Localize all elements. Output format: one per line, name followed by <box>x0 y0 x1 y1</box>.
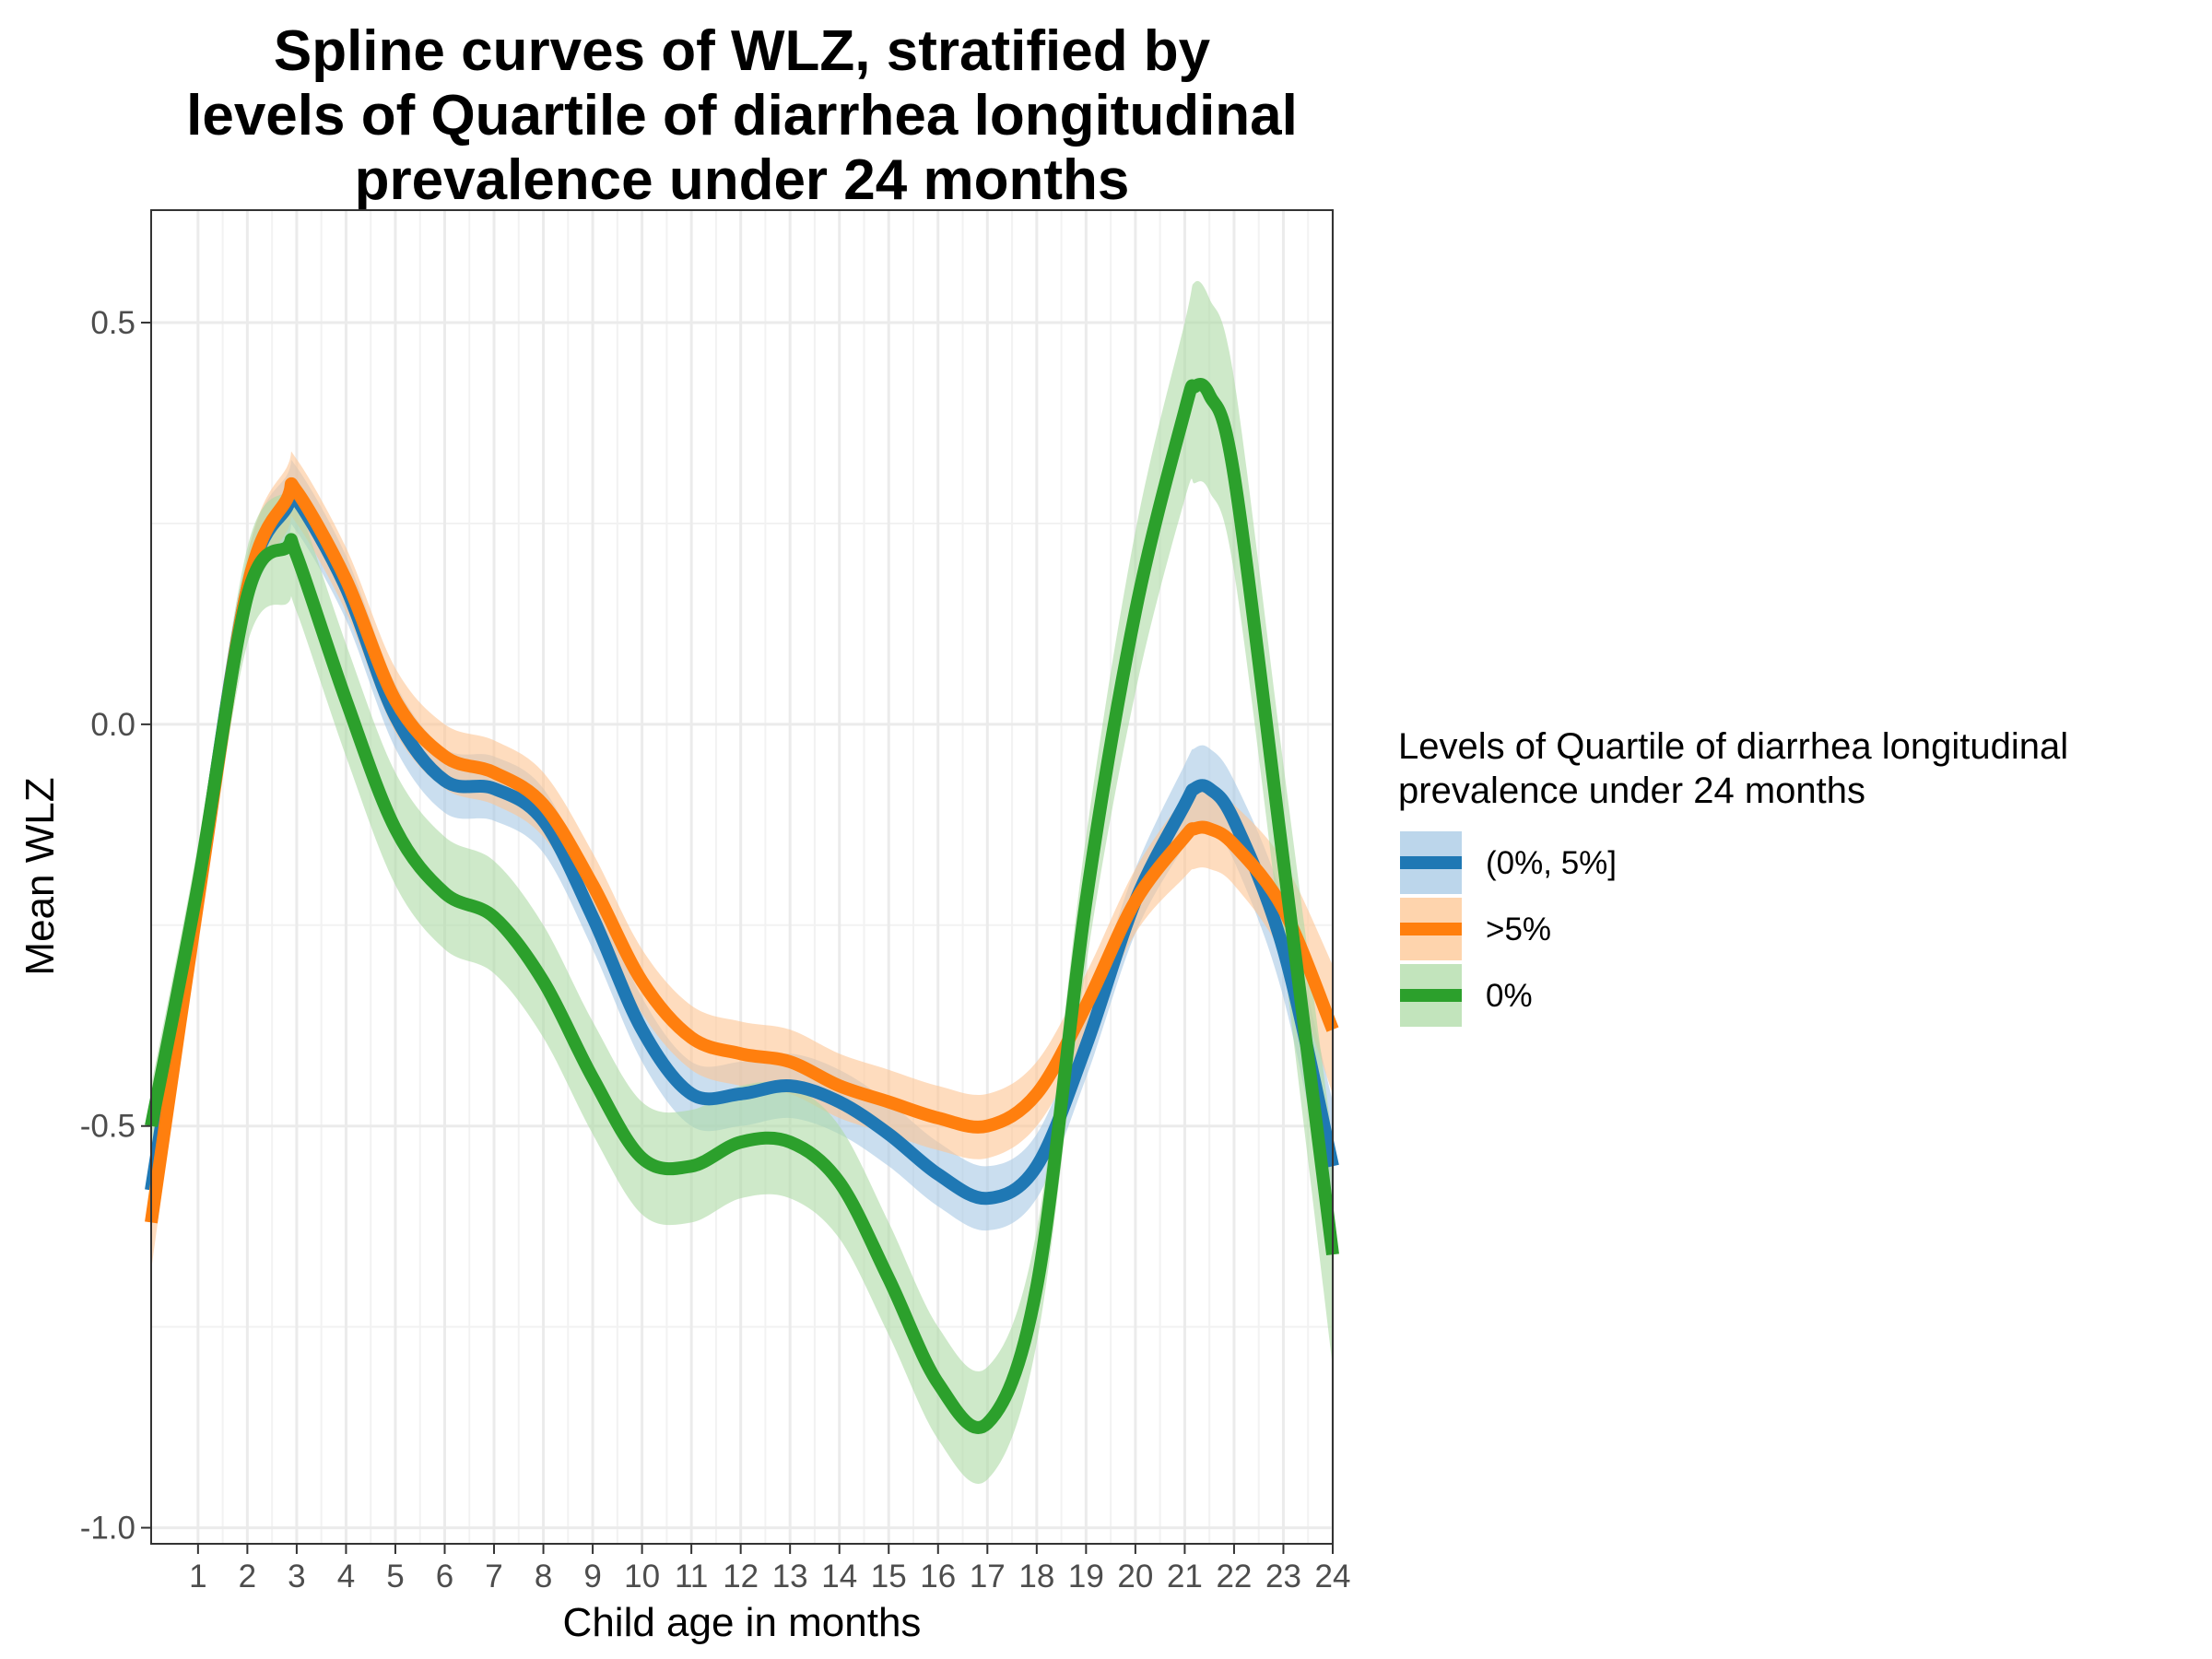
legend-item: 0% <box>1400 964 1533 1027</box>
x-tick-label: 11 <box>675 1559 708 1594</box>
chart-title-line-2: levels of Quartile of diarrhea longitudi… <box>186 84 1298 147</box>
x-tick-label: 18 <box>1018 1559 1054 1594</box>
plot-panel-border <box>150 209 1334 1545</box>
legend-label: (0%, 5%] <box>1486 845 1617 881</box>
series-lines <box>145 378 1339 1434</box>
x-tick-label: 14 <box>821 1559 857 1594</box>
x-tick-label: 24 <box>1315 1559 1351 1594</box>
y-tick-label: -0.5 <box>80 1109 135 1145</box>
x-tick-label: 9 <box>583 1559 601 1594</box>
legend-title-line-1: Levels of Quartile of diarrhea longitudi… <box>1398 726 2068 767</box>
x-tick-label: 1 <box>189 1559 206 1594</box>
x-tick-label: 20 <box>1117 1559 1153 1594</box>
x-axis-title: Child age in months <box>563 1600 922 1645</box>
x-tick-label: 3 <box>288 1559 305 1594</box>
x-tick-label: 10 <box>624 1559 660 1594</box>
x-tick-label: 2 <box>239 1559 256 1594</box>
series-line <box>145 378 1339 1434</box>
x-tick-label: 19 <box>1068 1559 1104 1594</box>
x-tick-label: 23 <box>1265 1559 1301 1594</box>
confidence-band <box>151 451 1333 1271</box>
series-line <box>145 477 1339 1224</box>
x-tick-label: 12 <box>723 1559 759 1594</box>
x-tick-label: 7 <box>485 1559 502 1594</box>
legend-keys: (0%, 5%] >5% 0% <box>1400 831 1617 1027</box>
x-axis-ticks: 1 2 3 4 5 6 7 8 9 10 11 12 13 14 15 16 17 18 19 20 21 22 23 24 <box>189 1544 1350 1594</box>
x-tick-label: 15 <box>871 1559 907 1594</box>
y-tick-label: -1.0 <box>80 1511 135 1547</box>
legend-item: (0%, 5%] <box>1400 831 1617 894</box>
x-tick-label: 17 <box>970 1559 1006 1594</box>
chart-title-line-3: prevalence under 24 months <box>355 148 1130 212</box>
chart-title-line-1: Spline curves of WLZ, stratified by <box>274 19 1211 83</box>
x-tick-label: 4 <box>337 1559 355 1594</box>
x-tick-label: 21 <box>1167 1559 1203 1594</box>
legend-label: >5% <box>1486 912 1551 947</box>
legend: Levels of Quartile of diarrhea longitudi… <box>1398 726 2068 1027</box>
y-tick-label: 0.5 <box>90 305 135 341</box>
x-tick-label: 13 <box>772 1559 808 1594</box>
x-tick-label: 22 <box>1216 1559 1252 1594</box>
y-tick-label: 0.0 <box>90 707 135 743</box>
y-axis-title: Mean WLZ <box>18 777 63 975</box>
legend-label: 0% <box>1486 978 1533 1014</box>
x-tick-label: 16 <box>920 1559 956 1594</box>
x-tick-label: 5 <box>386 1559 404 1594</box>
y-axis-ticks: -1.0 -0.5 0.0 0.5 <box>80 305 151 1547</box>
legend-title-line-2: prevalence under 24 months <box>1398 771 1865 811</box>
chart-title: Spline curves of WLZ, stratified by leve… <box>186 19 1298 212</box>
x-tick-label: 8 <box>535 1559 552 1594</box>
x-tick-label: 6 <box>436 1559 453 1594</box>
legend-item: >5% <box>1400 898 1551 960</box>
